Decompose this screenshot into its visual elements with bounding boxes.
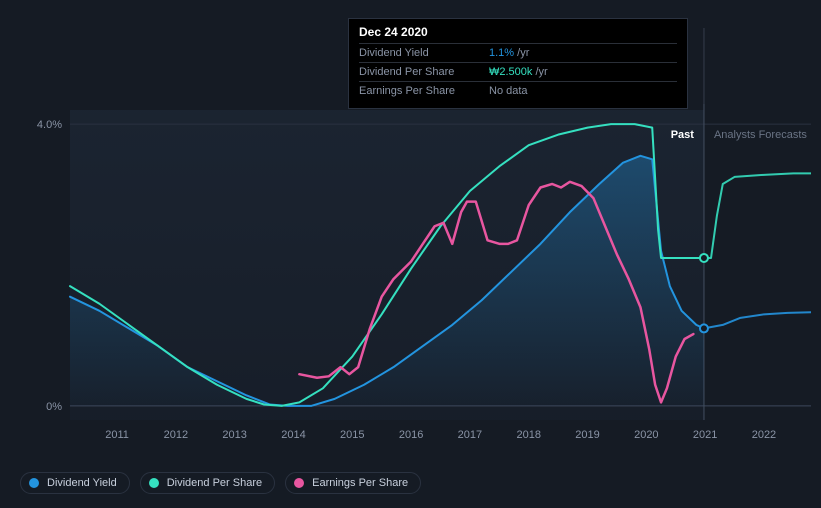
svg-text:2014: 2014 [281, 429, 305, 441]
legend-label: Earnings Per Share [312, 477, 408, 489]
legend-item[interactable]: Dividend Yield [20, 472, 130, 494]
tooltip-row-label: Dividend Yield [359, 47, 489, 59]
tooltip-row: Dividend Yield1.1% /yr [359, 43, 677, 62]
svg-text:2013: 2013 [222, 429, 246, 441]
svg-text:2019: 2019 [575, 429, 599, 441]
svg-text:2015: 2015 [340, 429, 364, 441]
svg-text:2012: 2012 [164, 429, 188, 441]
svg-text:2011: 2011 [105, 429, 129, 441]
tooltip-row-value: ₩2.500k /yr [489, 66, 548, 78]
svg-text:2016: 2016 [399, 429, 423, 441]
legend-item[interactable]: Earnings Per Share [285, 472, 421, 494]
tooltip-row-value: 1.1% /yr [489, 47, 529, 59]
tab-forecast: Analysts Forecasts [714, 129, 807, 141]
svg-text:2018: 2018 [516, 429, 540, 441]
svg-text:2021: 2021 [693, 429, 717, 441]
legend-dot [29, 478, 39, 488]
svg-text:0%: 0% [46, 401, 62, 413]
tooltip-row-label: Dividend Per Share [359, 66, 489, 78]
svg-text:2022: 2022 [752, 429, 776, 441]
svg-text:2020: 2020 [634, 429, 658, 441]
legend: Dividend Yield Dividend Per Share Earnings… [20, 472, 421, 494]
tab-past: Past [671, 129, 695, 141]
legend-label: Dividend Per Share [167, 477, 262, 489]
tooltip-row-label: Earnings Per Share [359, 85, 489, 97]
svg-text:2017: 2017 [458, 429, 482, 441]
chart-tooltip: Dec 24 2020 Dividend Yield1.1% /yrDivide… [348, 18, 688, 109]
tooltip-row: Earnings Per ShareNo data [359, 81, 677, 100]
legend-dot [149, 478, 159, 488]
legend-dot [294, 478, 304, 488]
tooltip-row-value: No data [489, 85, 528, 97]
svg-text:4.0%: 4.0% [37, 119, 62, 131]
tooltip-date: Dec 24 2020 [359, 25, 677, 43]
legend-label: Dividend Yield [47, 477, 117, 489]
legend-item[interactable]: Dividend Per Share [140, 472, 275, 494]
tooltip-row: Dividend Per Share₩2.500k /yr [359, 62, 677, 81]
